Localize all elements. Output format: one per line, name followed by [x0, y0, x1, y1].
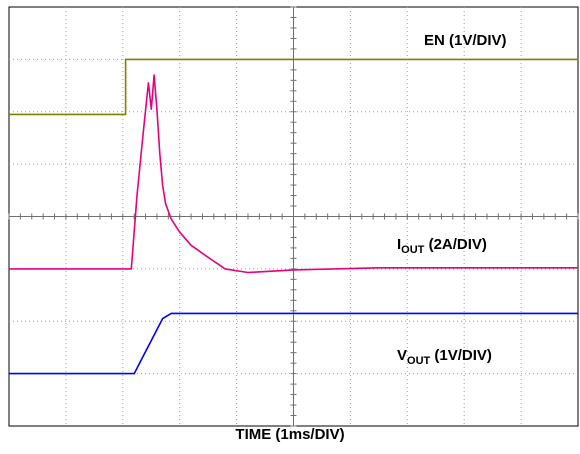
en-trace-label: EN (1V/DIV): [424, 32, 507, 49]
trace-en: [9, 58, 578, 116]
trace-iout: [9, 74, 578, 274]
iout-trace-label: IOUT (2A/DIV): [397, 236, 487, 256]
x-axis-label: TIME (1ms/DIV): [235, 426, 345, 443]
trace-labels: EN (1V/DIV) IOUT (2A/DIV) VOUT (1V/DIV): [397, 32, 507, 367]
grid: [8, 6, 579, 427]
traces: [9, 58, 578, 375]
trace-vout: [9, 312, 578, 375]
vout-trace-label: VOUT (1V/DIV): [397, 347, 492, 367]
